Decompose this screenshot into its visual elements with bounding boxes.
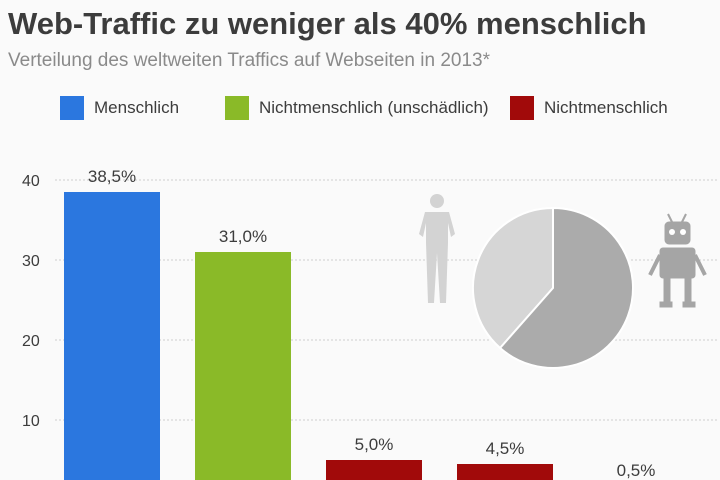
legend-label: Menschlich — [94, 98, 180, 117]
bar-value-label: 4,5% — [486, 439, 525, 458]
y-tick-label: 40 — [22, 173, 40, 190]
bar-value-label: 0,5% — [617, 461, 656, 480]
bar-value-label: 31,0% — [219, 227, 267, 246]
legend-swatch — [510, 96, 534, 120]
bar — [457, 464, 553, 480]
bar-value-label: 5,0% — [355, 435, 394, 454]
legend-item-human: Menschlich — [60, 96, 179, 120]
y-tick-label: 20 — [22, 333, 40, 350]
pie-slice — [472, 206, 554, 350]
person-silhouette-icon — [419, 194, 455, 303]
chart-title: Web-Traffic zu weniger als 40% menschlic… — [8, 6, 647, 41]
chart-subtitle: Verteilung des weltweiten Traffics auf W… — [8, 50, 490, 71]
legend-item-bot-harmless: Nichtmenschlich (unschädlich) — [225, 96, 489, 120]
robot-icon — [648, 213, 707, 308]
y-tick-label: 30 — [22, 253, 40, 270]
bar — [64, 192, 160, 480]
bar — [326, 460, 422, 480]
inset-pie — [472, 206, 634, 369]
legend-item-bot-harmful: Nichtmenschlich — [510, 96, 668, 120]
legend-label: Nichtmenschlich — [544, 98, 668, 117]
legend-swatch — [225, 96, 249, 120]
bar-value-label: 38,5% — [88, 167, 136, 186]
legend-swatch — [60, 96, 84, 120]
y-tick-label: 10 — [22, 413, 40, 430]
bar — [195, 252, 291, 480]
pie-slice — [498, 206, 634, 369]
legend-label: Nichtmenschlich (unschädlich) — [259, 98, 489, 117]
